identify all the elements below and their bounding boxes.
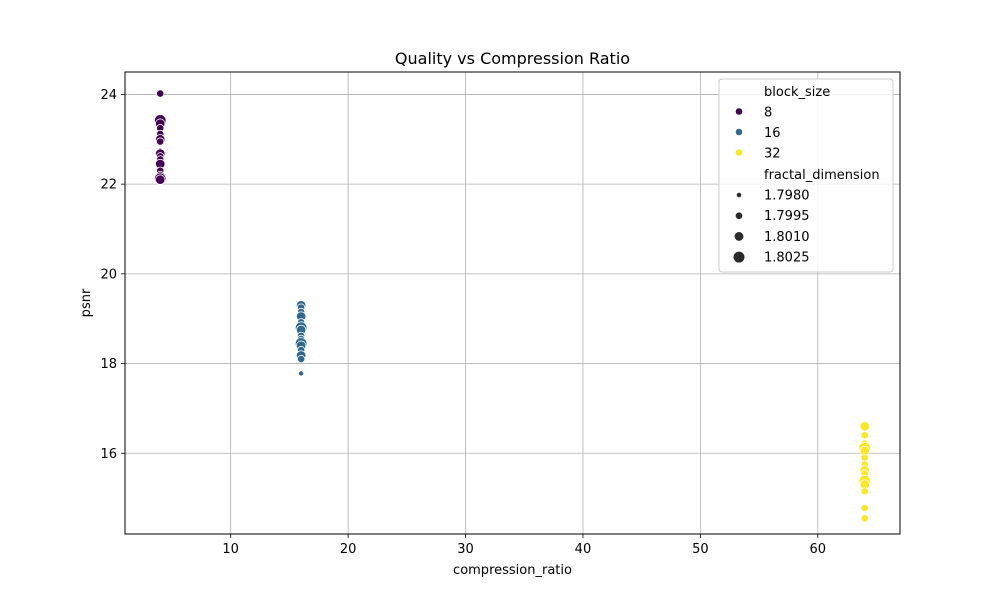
y-tick-label: 22 <box>100 178 117 193</box>
scatter-point-block-16 <box>298 370 305 377</box>
y-tick-label: 16 <box>100 447 117 462</box>
x-tick-label: 60 <box>810 542 827 557</box>
y-tick-label: 20 <box>100 267 117 282</box>
x-axis-title: compression_ratio <box>453 563 572 578</box>
legend-size-label: 1.8010 <box>764 230 810 245</box>
scatter-point-block-8 <box>156 89 165 98</box>
y-tick-label: 24 <box>100 88 117 103</box>
legend-size-entries: 1.7980 1.7995 1.8010 1.8025 <box>732 189 810 266</box>
x-tick-label: 40 <box>575 542 592 557</box>
legend-size-label: 1.8025 <box>764 251 810 266</box>
legend-size-label: 1.7995 <box>764 209 810 224</box>
legend-size-title: fractal_dimension <box>764 168 880 183</box>
scatter-point-block-32 <box>860 431 869 440</box>
scatter-point-block-32 <box>860 453 869 462</box>
legend-hue-marker <box>735 148 743 157</box>
legend-size-marker <box>735 211 743 220</box>
legend-size-marker <box>732 251 746 264</box>
chart-title: Quality vs Compression Ratio <box>395 49 630 68</box>
legend-size-marker <box>733 231 745 242</box>
legend-hue-title: block_size <box>764 85 830 100</box>
scatter-points <box>154 89 871 523</box>
plot-frame <box>124 71 901 535</box>
legend-size-marker <box>736 192 742 198</box>
scatter-point-block-16 <box>297 355 306 364</box>
scatter-point-block-8 <box>156 137 165 146</box>
y-axis-title: psnr <box>79 288 94 317</box>
legend-frame <box>718 78 894 273</box>
legend-hue-label: 16 <box>764 126 781 141</box>
x-axis-ticks: 10 20 30 40 50 60 <box>222 534 826 557</box>
x-tick-label: 50 <box>692 542 709 557</box>
scatter-point-block-8 <box>155 174 166 185</box>
scatter-point-block-32 <box>860 487 869 496</box>
legend-hue-marker <box>735 128 743 136</box>
scatter-point-block-32 <box>860 503 869 513</box>
legend-size-label: 1.7980 <box>764 189 810 204</box>
scatter-point-block-32 <box>859 421 870 432</box>
y-axis-ticks: 16 18 20 22 24 <box>100 88 125 462</box>
legend: block_size 8 16 32 fractal_dimension 1.798… <box>718 78 894 273</box>
legend-hue-label: 32 <box>764 147 781 162</box>
x-tick-label: 20 <box>340 542 357 557</box>
x-tick-label: 30 <box>457 542 474 557</box>
x-tick-label: 10 <box>222 542 239 557</box>
legend-hue-marker <box>735 107 743 116</box>
y-tick-label: 18 <box>100 357 117 372</box>
scatter-point-block-32 <box>860 514 869 523</box>
legend-hue-label: 8 <box>764 106 772 121</box>
legend-hue-entries: 8 16 32 <box>735 106 781 162</box>
y-gridlines <box>125 94 900 454</box>
